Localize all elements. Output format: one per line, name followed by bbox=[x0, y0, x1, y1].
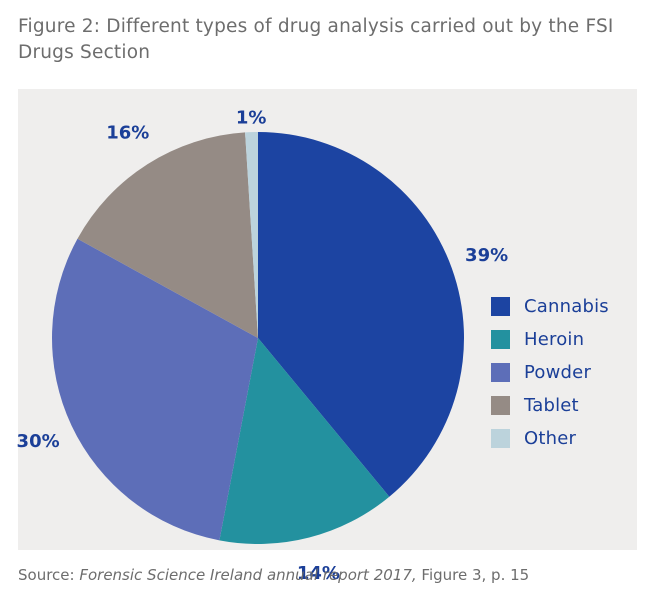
legend-label: Other bbox=[524, 428, 577, 449]
source-title: Forensic Science Ireland annual report 2… bbox=[79, 566, 417, 584]
legend-swatch bbox=[491, 363, 510, 382]
legend: Cannabis Heroin Powder Tablet Other bbox=[491, 290, 609, 455]
source-note: Source: Forensic Science Ireland annual … bbox=[18, 566, 529, 584]
pie-slices bbox=[52, 132, 465, 544]
pie-slice-powder bbox=[52, 238, 259, 541]
legend-swatch bbox=[491, 396, 510, 415]
legend-label: Tablet bbox=[524, 395, 579, 416]
source-prefix: Source: bbox=[18, 566, 80, 584]
legend-label: Powder bbox=[524, 362, 592, 383]
slice-label-tablet: 16% bbox=[106, 122, 149, 143]
legend-item-tablet: Tablet bbox=[491, 389, 609, 422]
source-suffix: Figure 3, p. 15 bbox=[416, 566, 530, 584]
legend-item-heroin: Heroin bbox=[491, 323, 609, 356]
legend-label: Heroin bbox=[524, 329, 585, 350]
pie-slice-tablet bbox=[77, 132, 258, 338]
pie-slice-labels: 39% 14% 30% 16% 1% bbox=[17, 108, 509, 584]
legend-swatch bbox=[491, 330, 510, 349]
legend-swatch bbox=[491, 429, 510, 448]
legend-item-other: Other bbox=[491, 422, 609, 455]
legend-item-cannabis: Cannabis bbox=[491, 290, 609, 323]
legend-swatch bbox=[491, 297, 510, 316]
slice-label-other: 1% bbox=[236, 108, 267, 129]
legend-item-powder: Powder bbox=[491, 356, 609, 389]
pie-slice-heroin bbox=[219, 338, 390, 544]
slice-label-cannabis: 39% bbox=[465, 245, 508, 266]
pie-slice-other bbox=[245, 132, 258, 338]
chart-title: Figure 2: Different types of drug analys… bbox=[18, 16, 614, 63]
slice-label-heroin: 14% bbox=[297, 563, 340, 584]
legend-label: Cannabis bbox=[524, 296, 609, 317]
pie-slice-cannabis bbox=[258, 132, 465, 497]
slice-label-powder: 30% bbox=[17, 431, 60, 452]
